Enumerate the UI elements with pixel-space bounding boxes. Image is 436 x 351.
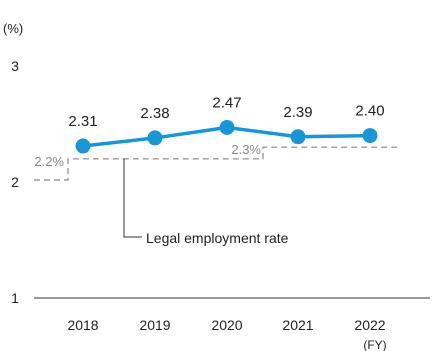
x-tick-label: 2018 bbox=[67, 317, 98, 333]
data-point bbox=[290, 129, 306, 145]
x-tick-label: 2020 bbox=[211, 317, 242, 333]
y-tick-label: 1 bbox=[11, 290, 19, 306]
data-point bbox=[147, 130, 163, 146]
y-tick-label: 2 bbox=[11, 174, 19, 190]
data-label: 2.39 bbox=[283, 104, 312, 121]
legal-employment-rate-callout: Legal employment rate bbox=[123, 158, 289, 246]
data-label: 2.47 bbox=[212, 94, 241, 111]
legal-employment-rate-annotation: Legal employment rate bbox=[146, 230, 289, 246]
y-axis-ticks: 1 2 3 bbox=[11, 58, 19, 306]
y-tick-label: 3 bbox=[11, 58, 19, 74]
x-unit-label: (FY) bbox=[363, 338, 386, 351]
legal-employment-rate-dashed-line bbox=[34, 146, 399, 181]
legal-rate-label: 2.3% bbox=[231, 142, 261, 157]
data-point bbox=[362, 128, 378, 144]
data-point bbox=[75, 138, 91, 154]
legal-employment-rate-line: 2.2% 2.3% bbox=[34, 142, 399, 181]
data-label: 2.31 bbox=[68, 113, 97, 130]
data-label: 2.38 bbox=[140, 105, 169, 122]
x-axis-ticks: 2018 2019 2020 2021 2022 bbox=[67, 317, 385, 333]
x-tick-label: 2019 bbox=[139, 317, 170, 333]
data-label: 2.40 bbox=[355, 103, 384, 120]
data-point bbox=[219, 119, 235, 135]
data-points bbox=[75, 119, 378, 154]
legal-rate-label: 2.2% bbox=[34, 154, 64, 169]
y-unit-label: (%) bbox=[3, 21, 23, 36]
callout-leader-line bbox=[123, 158, 142, 238]
x-tick-label: 2022 bbox=[354, 317, 385, 333]
data-labels: 2.31 2.38 2.47 2.39 2.40 bbox=[68, 94, 384, 130]
x-tick-label: 2021 bbox=[282, 317, 313, 333]
